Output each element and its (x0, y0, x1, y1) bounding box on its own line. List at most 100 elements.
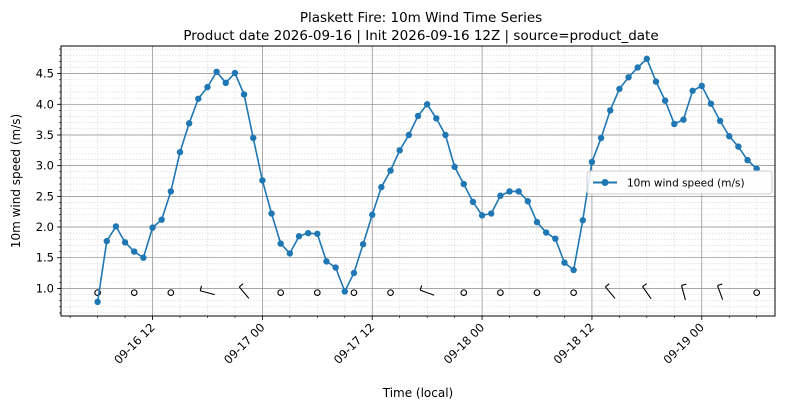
data-point (423, 101, 431, 108)
data-point (378, 183, 385, 191)
legend-marker (601, 179, 609, 186)
data-point (387, 167, 394, 174)
wind-barb-calm (753, 289, 761, 297)
data-point (442, 131, 449, 139)
data-point (735, 143, 742, 150)
data-point (204, 83, 211, 91)
data-point (552, 235, 559, 242)
data-point (176, 148, 184, 156)
legend-label: 10m wind speed (m/s) (627, 178, 745, 190)
y-tick-label: 1.0 (36, 281, 54, 295)
data-point (561, 259, 568, 266)
data-point (634, 64, 641, 71)
data-point (716, 117, 724, 125)
x-tick-label: 09-18 12 (551, 320, 597, 366)
y-tick-label: 1.5 (36, 251, 54, 265)
wind-barb-calm (94, 289, 101, 297)
data-point (213, 68, 220, 75)
legend: 10m wind speed (m/s) (586, 170, 773, 195)
x-tick-label: 09-18 00 (441, 320, 487, 366)
data-point (350, 269, 358, 277)
wind-barb (199, 285, 215, 296)
data-point (497, 192, 504, 199)
data-point (414, 112, 422, 120)
data-point (707, 100, 715, 107)
x-tick-label: 09-19 00 (660, 320, 706, 366)
data-point (671, 120, 678, 128)
data-point (158, 216, 165, 223)
data-point (195, 95, 202, 102)
data-point (250, 134, 257, 142)
data-point (286, 250, 294, 257)
wind-barb-calm (533, 289, 541, 297)
data-point (661, 97, 669, 104)
data-point (744, 156, 751, 164)
x-axis-label: Time (local) (382, 386, 454, 400)
data-point (488, 210, 495, 217)
wind-barb (680, 283, 687, 301)
plot-frame (60, 45, 776, 317)
data-point (607, 107, 614, 114)
data-point (405, 131, 413, 139)
wind-barb-calm (277, 289, 285, 297)
data-point (259, 177, 266, 184)
data-point (460, 180, 467, 188)
data-point (240, 91, 248, 98)
data-point (469, 198, 477, 206)
wind-barb-calm (497, 289, 504, 297)
data-point (268, 210, 275, 217)
data-point (323, 258, 330, 265)
data-point (579, 217, 586, 224)
wind-barb (716, 283, 724, 300)
data-point (616, 85, 623, 93)
y-tick-label: 2.5 (36, 189, 54, 203)
data-point (698, 82, 705, 90)
data-point (140, 254, 147, 261)
x-tick-label: 09-17 00 (221, 320, 267, 366)
data-point (94, 298, 101, 306)
y-tick-label: 4.5 (36, 67, 54, 81)
wind-barb (642, 283, 652, 300)
data-point (167, 188, 175, 195)
data-point (359, 241, 367, 248)
y-axis-label: 10m wind speed (m/s) (9, 114, 23, 248)
wind-barb-calm (387, 289, 394, 297)
data-point (680, 116, 687, 123)
wind-barb (604, 283, 616, 299)
data-point (478, 212, 486, 219)
data-point (341, 288, 348, 295)
data-point (396, 147, 403, 154)
wind-barbs (94, 283, 761, 301)
y-tick-label: 3.5 (36, 128, 54, 142)
data-point (542, 229, 550, 236)
axes: 1.0 1.5 2.0 2.5 3.0 3.5 4.0 4.5 09-16 12 09-17 00… (36, 48, 757, 367)
x-tick-label: 09-16 12 (111, 320, 157, 366)
series-10m-wind-speed (94, 55, 760, 306)
data-point (625, 74, 632, 81)
data-point (369, 211, 376, 218)
y-tick-label: 3.0 (36, 159, 54, 173)
data-point (433, 115, 440, 122)
wind-barb (419, 285, 435, 296)
data-point (131, 248, 138, 255)
data-point (112, 223, 120, 230)
data-point (149, 224, 156, 231)
wind-barb-calm (313, 289, 321, 297)
data-point (524, 198, 532, 205)
x-tick-label: 09-17 12 (331, 320, 377, 366)
data-point (185, 120, 193, 127)
data-point (222, 79, 229, 87)
data-point (726, 133, 733, 140)
y-tick-label: 4.0 (36, 97, 54, 111)
data-point (332, 264, 339, 271)
data-point (753, 165, 760, 172)
data-point (451, 163, 458, 171)
data-point (515, 188, 522, 195)
data-point (314, 230, 321, 237)
wind-barb-calm (460, 289, 468, 297)
data-point (277, 240, 284, 247)
data-point (506, 188, 513, 195)
y-tick-label: 2.0 (36, 220, 54, 234)
data-point (570, 266, 577, 274)
